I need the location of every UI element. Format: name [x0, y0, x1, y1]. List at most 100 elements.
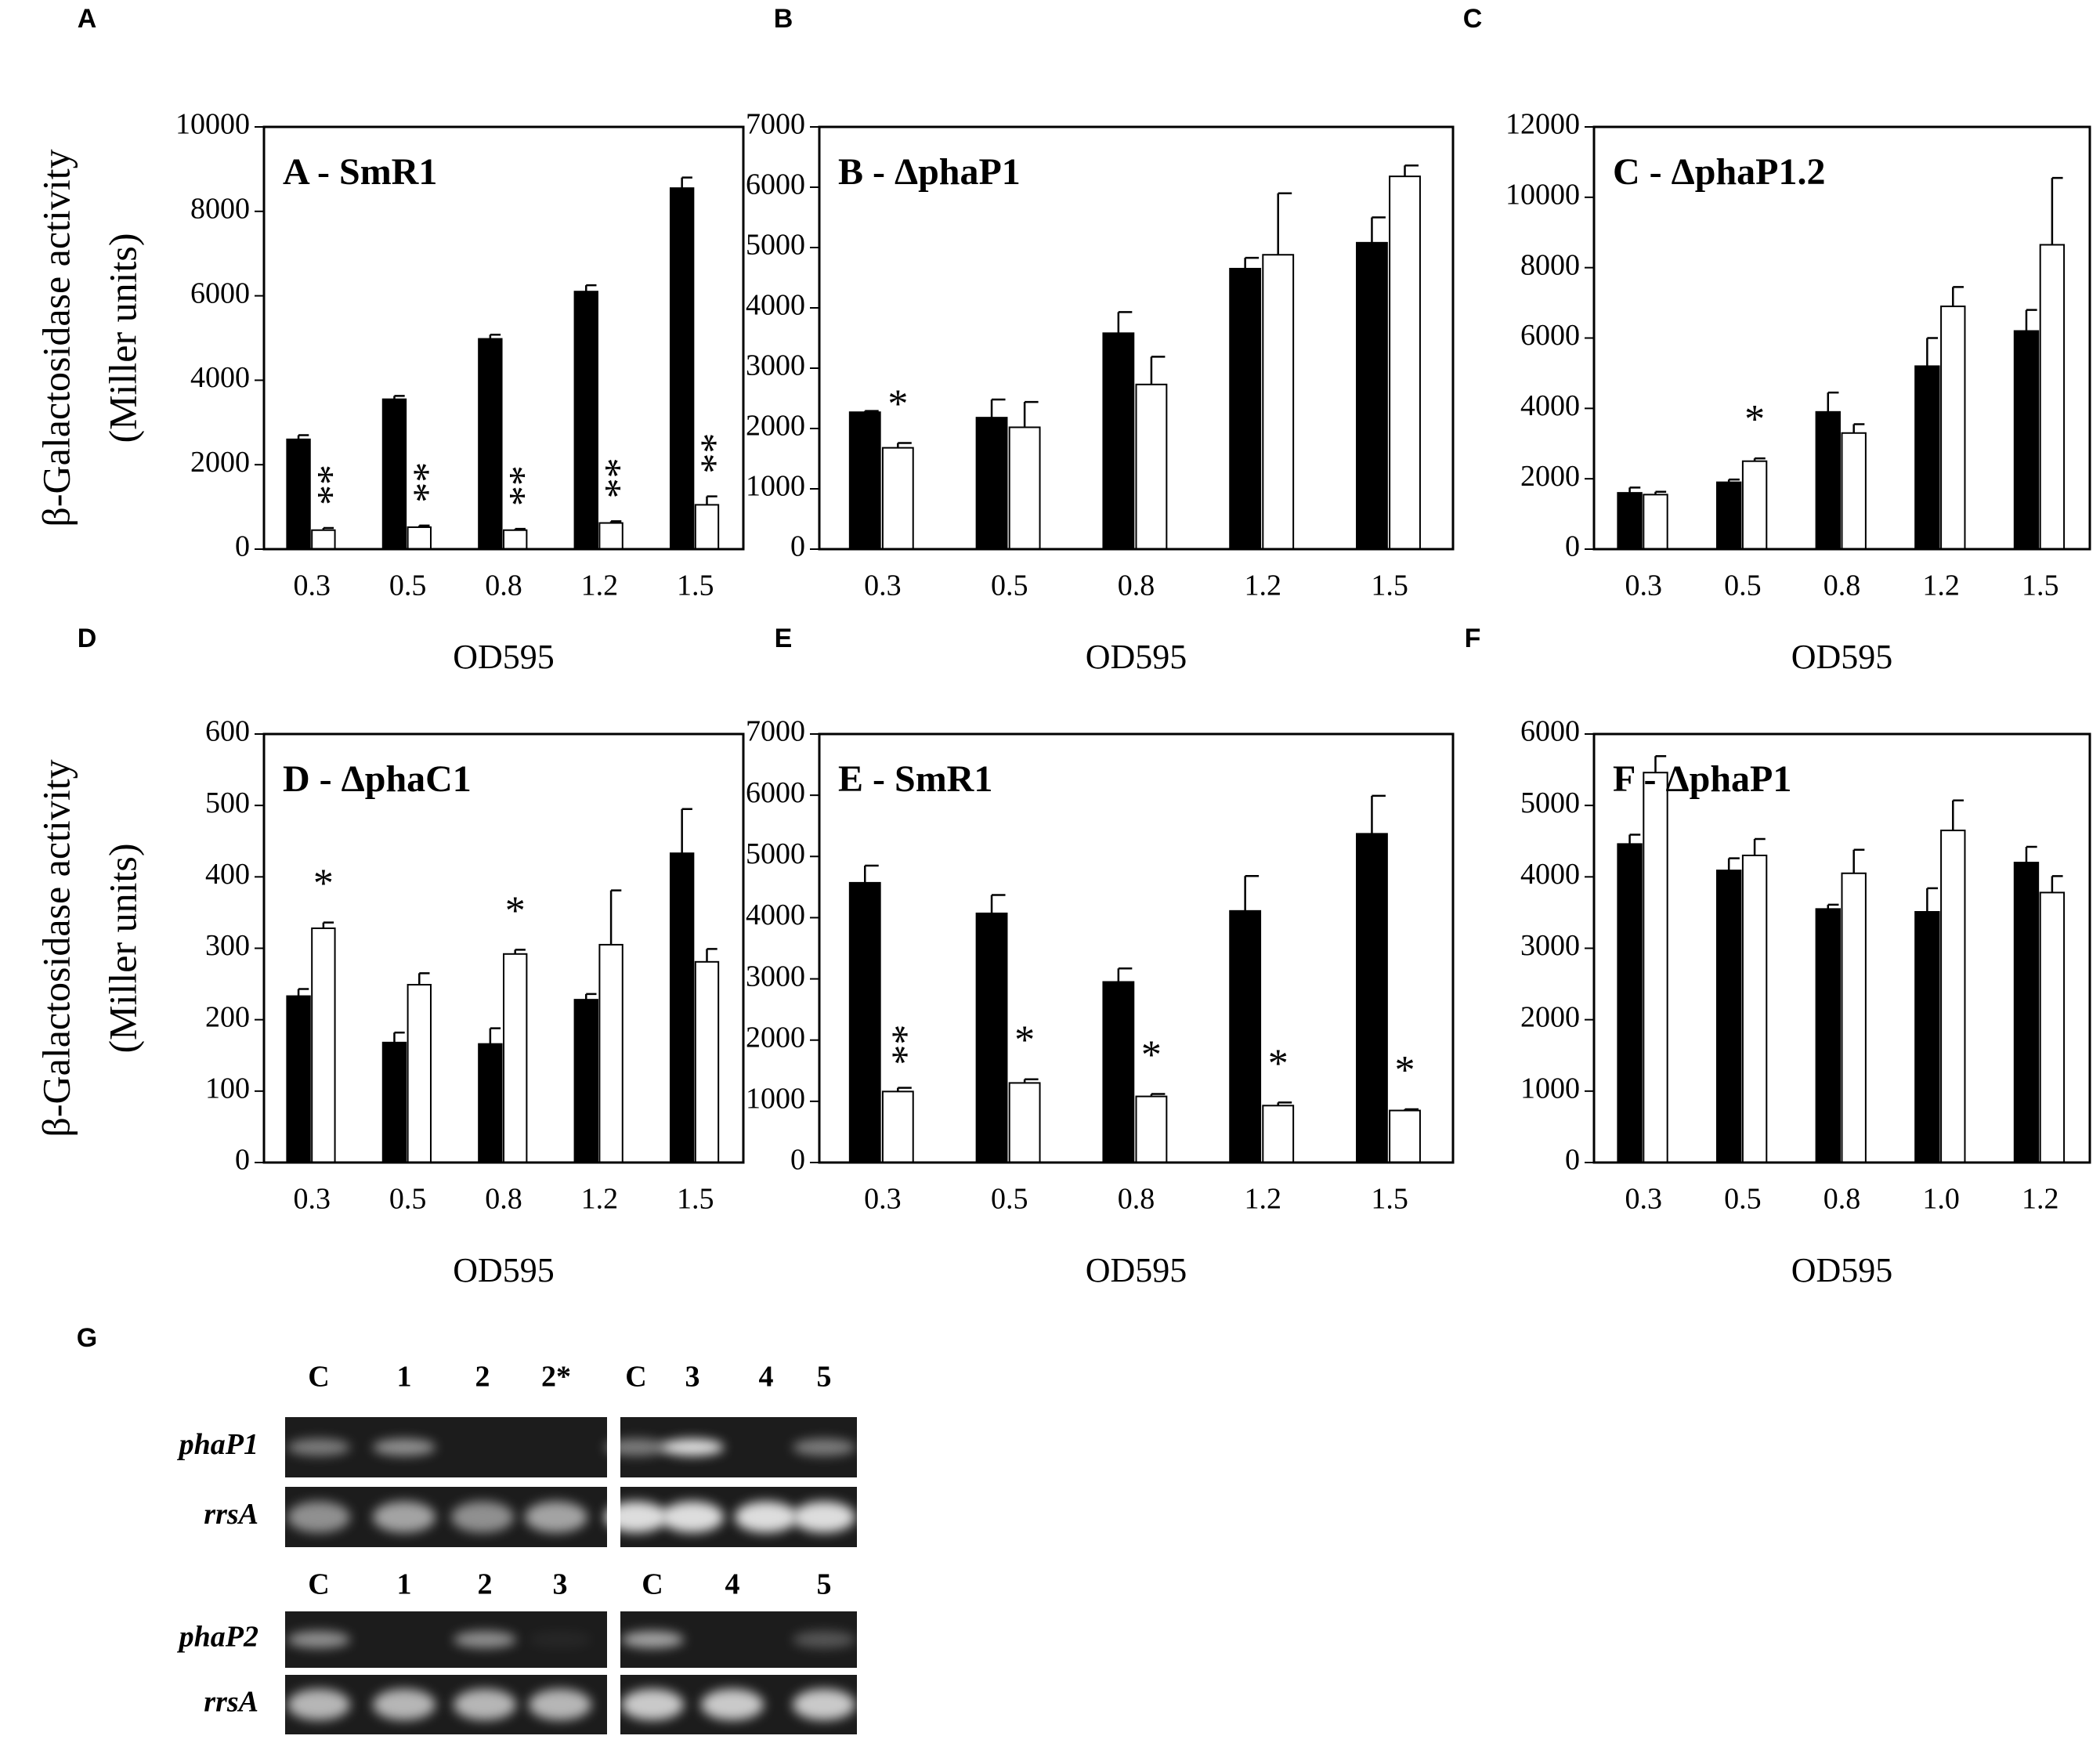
- error-bar: [1727, 478, 1740, 483]
- error-bar: [1404, 165, 1419, 177]
- error-bar: [393, 1031, 405, 1043]
- error-bar: [322, 526, 334, 530]
- bar: [1262, 1105, 1295, 1164]
- y-tick-label: 2000: [190, 446, 250, 479]
- significance: *: [1744, 397, 1765, 442]
- chart-title: C - ΔphaP1.2: [1613, 151, 1825, 193]
- lane-label: 4: [759, 1361, 774, 1394]
- bar: [503, 529, 528, 550]
- y-axis-label: β-Galactosidase activity: [34, 759, 78, 1137]
- significance: **: [584, 457, 629, 498]
- significance: **: [297, 465, 342, 505]
- bar: [1715, 481, 1742, 550]
- bar: [1841, 872, 1867, 1164]
- y-tick-label: 2000: [1520, 1000, 1580, 1033]
- x-tick-label: 1.2: [1922, 570, 1960, 602]
- x-tick-label: 0.5: [389, 1183, 427, 1216]
- lane-label: 5: [817, 1361, 832, 1394]
- error-bar: [1023, 1078, 1039, 1083]
- plot-frame: [262, 732, 745, 1164]
- bar: [1617, 843, 1643, 1163]
- y-tick-label: 500: [205, 787, 250, 819]
- bar: [1841, 432, 1867, 551]
- row-label: rrsA: [204, 1498, 258, 1531]
- gel-band: [661, 1438, 724, 1456]
- row-label: phaP1: [177, 1428, 258, 1461]
- x-axis-label: OD595: [453, 1251, 555, 1289]
- error-bar: [2025, 309, 2037, 331]
- chart-title: F - ΔphaP1: [1613, 758, 1791, 800]
- bar: [381, 1041, 407, 1163]
- bar: [1102, 981, 1135, 1163]
- bar: [694, 504, 720, 551]
- y-axis-label: (Miller units): [100, 233, 144, 443]
- bar: [2013, 862, 2040, 1163]
- bar: [1262, 254, 1295, 550]
- bar: [503, 953, 528, 1163]
- error-bar: [1827, 391, 1839, 412]
- bar: [598, 522, 623, 550]
- plot-frame: [818, 732, 1455, 1164]
- y-tick-label: 10000: [1505, 179, 1580, 212]
- x-tick-label: 0.5: [389, 570, 427, 602]
- x-tick-label: 1.5: [1371, 570, 1408, 602]
- gel-band: [287, 1501, 350, 1533]
- bar: [1643, 494, 1668, 550]
- bar: [407, 983, 432, 1163]
- y-tick-label: 400: [205, 858, 250, 891]
- bar: [573, 291, 598, 550]
- error-bar: [1117, 311, 1133, 334]
- error-bar: [609, 520, 622, 523]
- y-tick-label: 4000: [1520, 858, 1580, 891]
- panel-letter: E: [775, 624, 793, 653]
- gel-band: [701, 1689, 764, 1720]
- bar: [1356, 241, 1388, 550]
- significance: *: [1141, 1032, 1162, 1077]
- error-bar: [1753, 837, 1766, 855]
- panel-letter: C: [1463, 4, 1483, 34]
- lane-label: 3: [553, 1568, 568, 1601]
- x-tick-label: 1.2: [581, 570, 619, 602]
- error-bar: [1023, 400, 1039, 428]
- bar: [1741, 460, 1768, 550]
- y-axis-label: β-Galactosidase activity: [34, 149, 78, 526]
- significance: *: [887, 382, 908, 426]
- gel-band: [793, 1438, 855, 1456]
- error-bar: [1952, 799, 1964, 831]
- panel-letter: F: [1465, 624, 1481, 653]
- lane-label: 4: [725, 1568, 740, 1601]
- panel-letter: G: [77, 1323, 97, 1353]
- error-bar: [514, 949, 526, 954]
- bar: [1940, 306, 1966, 550]
- error-bar: [585, 993, 597, 1000]
- bar: [1643, 772, 1668, 1163]
- x-tick-label: 0.8: [1118, 1183, 1155, 1216]
- bar: [1815, 908, 1841, 1163]
- y-tick-label: 2000: [746, 1021, 805, 1054]
- gel-band: [793, 1631, 855, 1648]
- y-tick-label: 1000: [1520, 1072, 1580, 1105]
- bar: [848, 411, 881, 551]
- gel-band: [287, 1689, 350, 1720]
- y-tick-label: 6000: [1520, 319, 1580, 352]
- x-tick-label: 0.3: [1625, 1183, 1663, 1216]
- gel-band: [793, 1689, 855, 1720]
- bar: [478, 1043, 503, 1163]
- significance: **: [489, 465, 533, 506]
- y-tick-label: 5000: [1520, 787, 1580, 819]
- error-bar: [489, 1027, 501, 1044]
- row-label: phaP2: [177, 1621, 258, 1654]
- significance: **: [871, 1025, 916, 1065]
- y-tick-label: 5000: [746, 837, 805, 870]
- bar: [1356, 833, 1388, 1163]
- x-tick-label: 0.3: [864, 1183, 902, 1216]
- error-bar: [1852, 423, 1865, 433]
- plot-frame: [818, 125, 1455, 551]
- row-label: rrsA: [204, 1686, 258, 1719]
- lane-label: 2: [475, 1361, 490, 1394]
- error-bar: [990, 398, 1006, 418]
- bar: [1815, 410, 1841, 551]
- y-tick-label: 1000: [746, 1083, 805, 1116]
- y-tick-label: 0: [1565, 1144, 1580, 1177]
- lane-label: 1: [397, 1568, 412, 1601]
